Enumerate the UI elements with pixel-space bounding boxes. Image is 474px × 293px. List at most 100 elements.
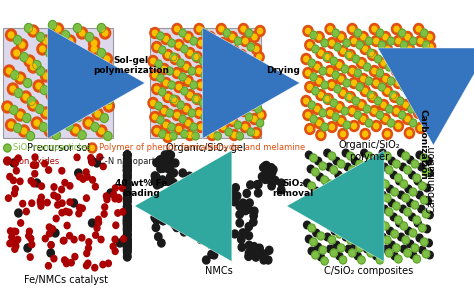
Circle shape bbox=[208, 76, 213, 82]
Circle shape bbox=[344, 163, 351, 171]
Circle shape bbox=[124, 238, 131, 246]
Circle shape bbox=[88, 155, 94, 161]
Circle shape bbox=[385, 208, 393, 216]
Circle shape bbox=[124, 209, 131, 217]
Circle shape bbox=[216, 108, 227, 118]
Circle shape bbox=[85, 33, 93, 42]
Circle shape bbox=[354, 29, 362, 37]
Circle shape bbox=[426, 211, 433, 219]
Circle shape bbox=[303, 25, 313, 37]
Circle shape bbox=[398, 29, 406, 37]
Circle shape bbox=[325, 23, 335, 35]
Circle shape bbox=[229, 130, 239, 141]
Circle shape bbox=[330, 166, 337, 174]
Circle shape bbox=[67, 183, 73, 189]
Circle shape bbox=[321, 176, 328, 184]
Bar bbox=[150, 28, 261, 138]
Circle shape bbox=[270, 166, 277, 173]
Circle shape bbox=[159, 214, 167, 222]
Circle shape bbox=[308, 224, 315, 232]
Circle shape bbox=[372, 26, 377, 32]
Circle shape bbox=[156, 180, 164, 188]
Circle shape bbox=[151, 58, 155, 64]
Circle shape bbox=[405, 185, 412, 193]
Circle shape bbox=[56, 100, 62, 106]
Circle shape bbox=[303, 221, 310, 229]
Circle shape bbox=[424, 55, 434, 67]
Circle shape bbox=[336, 32, 346, 42]
Circle shape bbox=[377, 219, 384, 227]
Circle shape bbox=[13, 243, 19, 249]
Text: C/SiO₂ composites: C/SiO₂ composites bbox=[324, 266, 413, 276]
Circle shape bbox=[38, 183, 45, 189]
Circle shape bbox=[168, 206, 175, 214]
Circle shape bbox=[82, 102, 88, 108]
Circle shape bbox=[168, 123, 175, 131]
Circle shape bbox=[92, 71, 103, 83]
Circle shape bbox=[89, 37, 100, 49]
Circle shape bbox=[216, 198, 223, 207]
Circle shape bbox=[327, 180, 334, 188]
Circle shape bbox=[124, 169, 131, 177]
Circle shape bbox=[95, 216, 101, 223]
Circle shape bbox=[164, 80, 169, 86]
Circle shape bbox=[323, 95, 330, 103]
Circle shape bbox=[314, 32, 324, 42]
Circle shape bbox=[124, 218, 131, 226]
Circle shape bbox=[404, 249, 411, 257]
Circle shape bbox=[23, 113, 31, 122]
Circle shape bbox=[46, 89, 57, 101]
Circle shape bbox=[124, 236, 131, 244]
Circle shape bbox=[368, 227, 375, 235]
Circle shape bbox=[208, 118, 213, 124]
Circle shape bbox=[165, 94, 170, 100]
Circle shape bbox=[66, 84, 74, 93]
Circle shape bbox=[420, 113, 428, 121]
Circle shape bbox=[10, 71, 19, 79]
Circle shape bbox=[159, 105, 169, 117]
Circle shape bbox=[245, 252, 252, 260]
Circle shape bbox=[324, 149, 331, 157]
Circle shape bbox=[33, 60, 41, 69]
Circle shape bbox=[43, 110, 49, 116]
Circle shape bbox=[321, 257, 328, 265]
Circle shape bbox=[230, 118, 235, 124]
Circle shape bbox=[168, 39, 175, 47]
Circle shape bbox=[367, 166, 374, 174]
Circle shape bbox=[250, 243, 258, 251]
Circle shape bbox=[11, 237, 17, 244]
Circle shape bbox=[174, 112, 180, 118]
Circle shape bbox=[213, 244, 220, 253]
Circle shape bbox=[249, 248, 256, 255]
Circle shape bbox=[325, 108, 335, 118]
Circle shape bbox=[414, 219, 421, 227]
Circle shape bbox=[414, 23, 424, 35]
Circle shape bbox=[378, 83, 385, 91]
Circle shape bbox=[310, 115, 317, 123]
Circle shape bbox=[52, 229, 59, 237]
Circle shape bbox=[401, 57, 411, 69]
Circle shape bbox=[305, 81, 315, 93]
Circle shape bbox=[346, 50, 356, 60]
Circle shape bbox=[188, 109, 195, 117]
Circle shape bbox=[124, 212, 131, 220]
Circle shape bbox=[256, 110, 266, 120]
Circle shape bbox=[356, 83, 364, 91]
Circle shape bbox=[107, 189, 114, 197]
Circle shape bbox=[5, 104, 10, 110]
Circle shape bbox=[333, 241, 340, 249]
Circle shape bbox=[316, 130, 326, 141]
Circle shape bbox=[67, 38, 73, 44]
Circle shape bbox=[53, 95, 61, 103]
Circle shape bbox=[383, 34, 388, 40]
Circle shape bbox=[210, 132, 215, 138]
Circle shape bbox=[250, 102, 255, 108]
Circle shape bbox=[102, 30, 108, 36]
Circle shape bbox=[7, 68, 12, 74]
Circle shape bbox=[31, 117, 42, 129]
Circle shape bbox=[162, 66, 167, 72]
Circle shape bbox=[167, 212, 175, 220]
Circle shape bbox=[167, 151, 174, 159]
Circle shape bbox=[4, 65, 15, 77]
Circle shape bbox=[354, 69, 362, 77]
